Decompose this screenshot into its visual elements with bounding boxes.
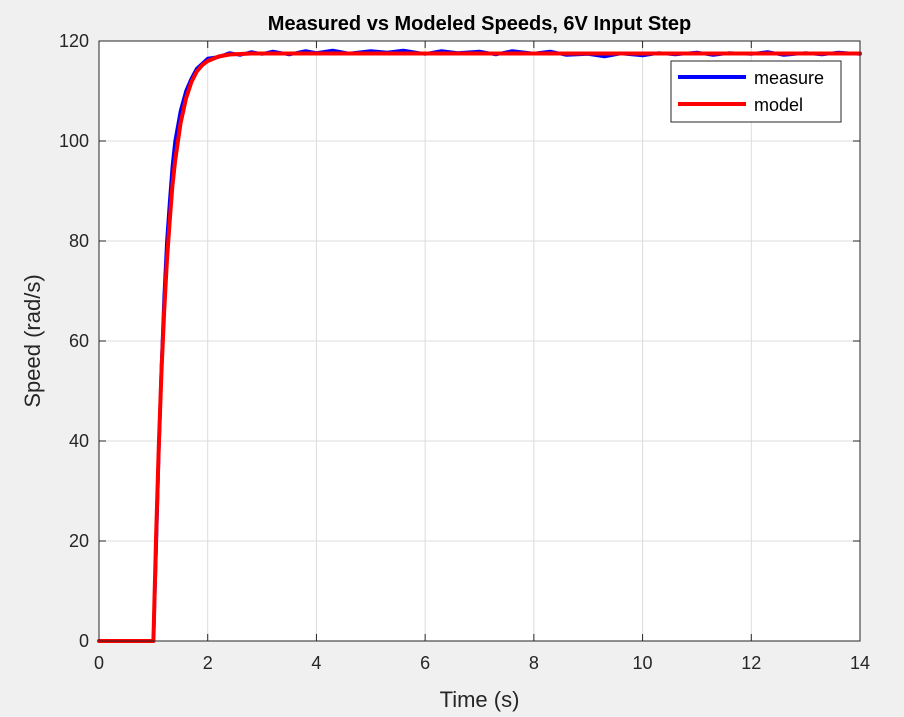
y-tick-label: 80	[69, 231, 89, 251]
y-tick-label: 20	[69, 531, 89, 551]
y-tick-label: 0	[79, 631, 89, 651]
y-axis-label: Speed (rad/s)	[20, 274, 45, 407]
x-tick-label: 0	[94, 653, 104, 673]
x-axis-label: Time (s)	[440, 687, 520, 712]
y-tick-label: 120	[59, 31, 89, 51]
legend-label-measure: measure	[754, 68, 824, 88]
grid	[99, 41, 860, 641]
x-tick-label: 14	[850, 653, 870, 673]
y-tick-label: 100	[59, 131, 89, 151]
series-line-model	[97, 51, 862, 643]
legend-box	[670, 60, 842, 123]
x-tick-label: 2	[203, 653, 213, 673]
chart-title: Measured vs Modeled Speeds, 6V Input Ste…	[268, 13, 691, 35]
x-tick-label: 6	[420, 653, 430, 673]
ticks: 0 2 4 6 8 10 12 14 0 20 40 60 80 100 120	[59, 31, 870, 673]
x-tick-label: 4	[311, 653, 321, 673]
x-tick-label: 12	[741, 653, 761, 673]
y-tick-label: 60	[69, 331, 89, 351]
y-tick-label: 40	[69, 431, 89, 451]
x-tick-label: 10	[633, 653, 653, 673]
x-tick-label: 8	[529, 653, 539, 673]
series-group	[97, 48, 862, 643]
legend: measure model	[670, 60, 842, 123]
legend-label-model: model	[754, 95, 803, 115]
